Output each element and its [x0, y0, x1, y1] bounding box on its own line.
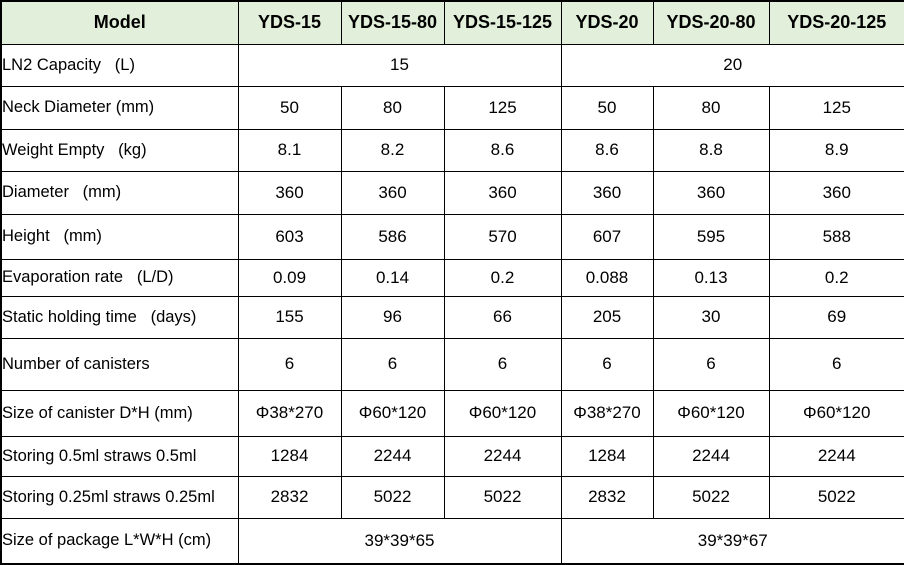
value-cell: 2832	[560, 475, 654, 519]
value-cell: 2244	[652, 435, 770, 477]
row-label: Storing 0.5ml straws 0.5ml	[0, 435, 239, 477]
value-cell: 603	[237, 213, 342, 260]
row-label: Number of canisters	[0, 337, 239, 391]
value-cell: 6	[652, 337, 770, 391]
value-cell: 5022	[443, 475, 562, 519]
value-cell: 0.13	[652, 258, 770, 297]
value-cell: 360	[652, 170, 770, 215]
value-cell: 125	[768, 85, 904, 130]
value-cell: 2244	[768, 435, 904, 477]
row-diameter: Diameter (mm) 360 360 360 360 360 360	[0, 170, 904, 215]
value-cell: 1284	[560, 435, 654, 477]
row-label: Storing 0.25ml straws 0.25ml	[0, 475, 239, 519]
value-cell: 1284	[237, 435, 342, 477]
value-cell: 30	[652, 295, 770, 339]
column-header-model: Model	[0, 0, 239, 45]
value-cell: Φ60*120	[768, 389, 904, 437]
value-cell: Φ60*120	[340, 389, 445, 437]
value-cell: 69	[768, 295, 904, 339]
value-cell: Φ60*120	[443, 389, 562, 437]
value-cell: 8.8	[652, 128, 770, 172]
value-cell: 50	[237, 85, 342, 130]
value-cell: 6	[768, 337, 904, 391]
row-neck-diameter: Neck Diameter (mm) 50 80 125 50 80 125	[0, 85, 904, 130]
value-cell: 2832	[237, 475, 342, 519]
value-cell: 8.6	[443, 128, 562, 172]
value-cell: 5022	[768, 475, 904, 519]
row-label: LN2 Capacity (L)	[0, 43, 239, 87]
row-static-holding-time: Static holding time (days) 155 96 66 205…	[0, 295, 904, 339]
row-height: Height (mm) 603 586 570 607 595 588	[0, 213, 904, 260]
value-cell: 595	[652, 213, 770, 260]
row-label: Diameter (mm)	[0, 170, 239, 215]
value-cell: 360	[340, 170, 445, 215]
value-cell: 588	[768, 213, 904, 260]
value-cell-merged: 15	[237, 43, 562, 87]
row-label: Height (mm)	[0, 213, 239, 260]
row-label: Static holding time (days)	[0, 295, 239, 339]
value-cell: 80	[340, 85, 445, 130]
value-cell: 8.6	[560, 128, 654, 172]
value-cell: 570	[443, 213, 562, 260]
row-label: Neck Diameter (mm)	[0, 85, 239, 130]
value-cell: 360	[443, 170, 562, 215]
value-cell: 6	[560, 337, 654, 391]
value-cell: 8.1	[237, 128, 342, 172]
value-cell: 205	[560, 295, 654, 339]
value-cell: Φ38*270	[560, 389, 654, 437]
column-header-yds-20-125: YDS-20-125	[768, 0, 904, 45]
column-header-yds-20-80: YDS-20-80	[652, 0, 770, 45]
value-cell: 8.9	[768, 128, 904, 172]
column-header-yds-20: YDS-20	[560, 0, 654, 45]
value-cell: 2244	[340, 435, 445, 477]
row-label: Evaporation rate (L/D)	[0, 258, 239, 297]
value-cell: 5022	[340, 475, 445, 519]
column-header-yds-15-80: YDS-15-80	[340, 0, 445, 45]
row-storing-05ml-straws: Storing 0.5ml straws 0.5ml 1284 2244 224…	[0, 435, 904, 477]
value-cell: Φ38*270	[237, 389, 342, 437]
value-cell-merged: 20	[560, 43, 904, 87]
row-storing-025ml-straws: Storing 0.25ml straws 0.25ml 2832 5022 5…	[0, 475, 904, 519]
value-cell: 6	[443, 337, 562, 391]
value-cell: 2244	[443, 435, 562, 477]
value-cell: 0.09	[237, 258, 342, 297]
value-cell: 0.088	[560, 258, 654, 297]
value-cell: 8.2	[340, 128, 445, 172]
row-size-of-package: Size of package L*W*H (cm) 39*39*65 39*3…	[0, 517, 904, 565]
value-cell: 360	[768, 170, 904, 215]
row-number-of-canisters: Number of canisters 6 6 6 6 6 6	[0, 337, 904, 391]
value-cell: 586	[340, 213, 445, 260]
value-cell-merged: 39*39*67	[560, 517, 904, 565]
row-ln2-capacity: LN2 Capacity (L) 15 20	[0, 43, 904, 87]
value-cell: 360	[560, 170, 654, 215]
value-cell: 0.14	[340, 258, 445, 297]
value-cell: 0.2	[768, 258, 904, 297]
value-cell: 6	[340, 337, 445, 391]
value-cell: 50	[560, 85, 654, 130]
row-size-of-canister: Size of canister D*H (mm) Φ38*270 Φ60*12…	[0, 389, 904, 437]
value-cell: 80	[652, 85, 770, 130]
value-cell: 360	[237, 170, 342, 215]
header-row: Model YDS-15 YDS-15-80 YDS-15-125 YDS-20…	[0, 0, 904, 45]
value-cell: 6	[237, 337, 342, 391]
value-cell: 155	[237, 295, 342, 339]
column-header-yds-15-125: YDS-15-125	[443, 0, 562, 45]
column-header-yds-15: YDS-15	[237, 0, 342, 45]
row-label: Size of canister D*H (mm)	[0, 389, 239, 437]
value-cell: 5022	[652, 475, 770, 519]
value-cell: 125	[443, 85, 562, 130]
row-weight-empty: Weight Empty (kg) 8.1 8.2 8.6 8.6 8.8 8.…	[0, 128, 904, 172]
row-evaporation-rate: Evaporation rate (L/D) 0.09 0.14 0.2 0.0…	[0, 258, 904, 297]
value-cell: 0.2	[443, 258, 562, 297]
value-cell: 96	[340, 295, 445, 339]
value-cell: 607	[560, 213, 654, 260]
value-cell-merged: 39*39*65	[237, 517, 562, 565]
value-cell: 66	[443, 295, 562, 339]
row-label: Size of package L*W*H (cm)	[0, 517, 239, 565]
value-cell: Φ60*120	[652, 389, 770, 437]
row-label: Weight Empty (kg)	[0, 128, 239, 172]
